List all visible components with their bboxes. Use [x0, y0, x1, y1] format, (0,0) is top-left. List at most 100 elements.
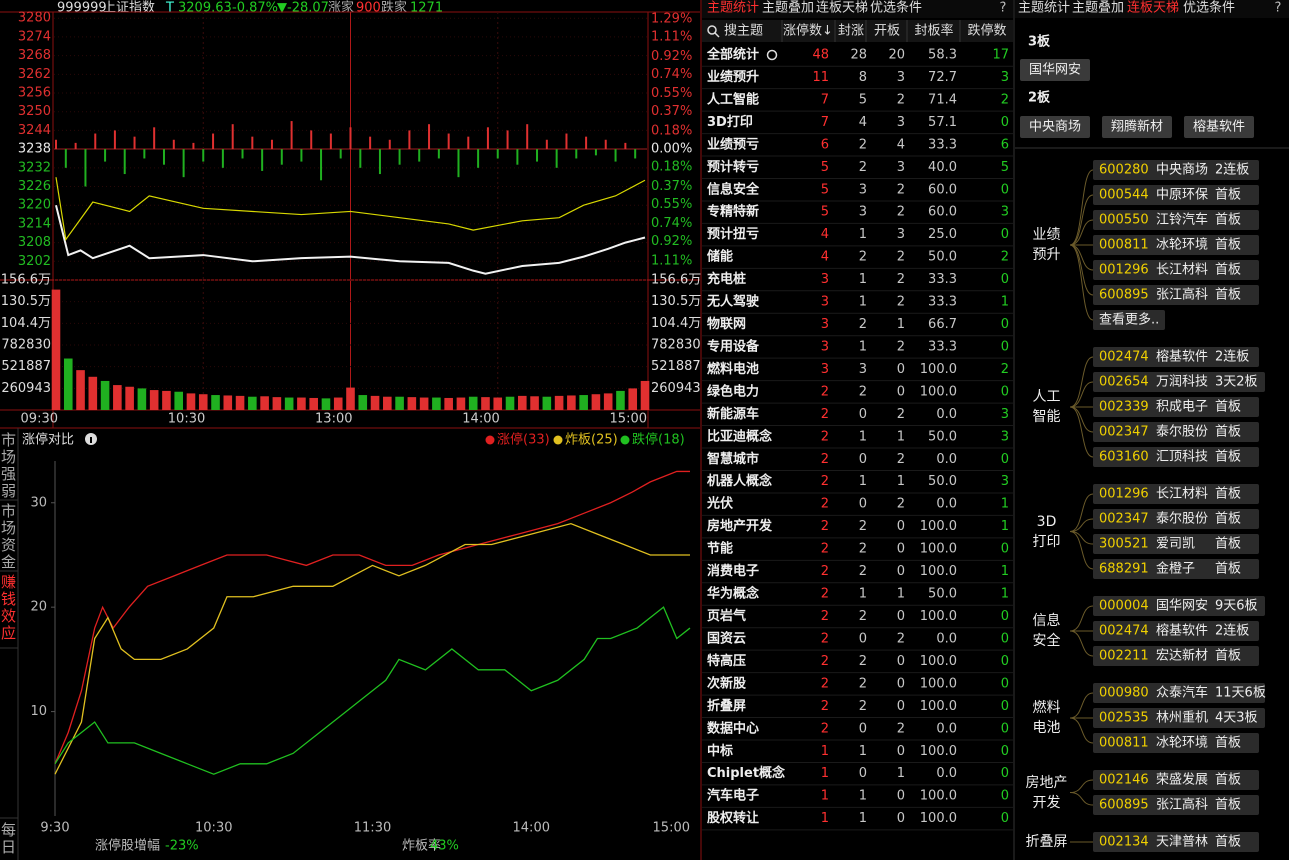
stock-item[interactable]: [1093, 422, 1259, 442]
volume-bar: [407, 397, 417, 410]
stock-item[interactable]: [1093, 285, 1259, 305]
side-tab[interactable]: 每日: [1, 821, 17, 856]
theme-name[interactable]: 房地产开发: [707, 518, 773, 534]
stock-item[interactable]: [1093, 733, 1259, 753]
theme-name[interactable]: 次新股: [707, 675, 746, 691]
theme-name[interactable]: 人工智能: [707, 91, 759, 107]
theme-name[interactable]: 特高压: [707, 653, 746, 669]
stock-button[interactable]: [1020, 116, 1090, 138]
stock-item[interactable]: [1093, 160, 1259, 180]
theme-name[interactable]: 物联网: [707, 316, 746, 332]
stock-item[interactable]: [1093, 795, 1259, 815]
limit-line: [54, 470, 690, 765]
theme-name[interactable]: 比亚迪概念: [707, 428, 772, 444]
stock-item[interactable]: [1093, 447, 1259, 467]
tab[interactable]: 主题统计: [1018, 1, 1070, 16]
stock-code: 001296: [1099, 487, 1149, 502]
theme-name[interactable]: 预计扭亏: [707, 226, 759, 242]
stock-button[interactable]: [1184, 116, 1254, 138]
stock-item[interactable]: [1093, 347, 1259, 367]
side-tab[interactable]: 市场强弱: [1, 431, 17, 500]
theme-name[interactable]: 消费电子: [707, 563, 759, 579]
theme-name[interactable]: 页岩气: [707, 608, 746, 624]
tree-branch: [1069, 493, 1094, 532]
stock-item[interactable]: [1093, 683, 1265, 703]
stock-item[interactable]: [1093, 559, 1259, 579]
cell: 1: [859, 744, 867, 759]
stock-item[interactable]: [1093, 372, 1265, 392]
stock-name: 榕基软件: [1156, 624, 1208, 639]
column-header[interactable]: 涨停数↓: [783, 23, 833, 39]
tab[interactable]: 主题叠加: [1072, 1, 1124, 16]
stock-item[interactable]: [1093, 832, 1259, 852]
side-tab[interactable]: 市场资金: [1, 502, 17, 571]
board-count: 首板: [1215, 736, 1241, 751]
theme-name[interactable]: 新能源车: [707, 406, 759, 422]
theme-name[interactable]: 国资云: [707, 630, 746, 646]
tab[interactable]: 优选条件: [1183, 0, 1235, 16]
theme-name[interactable]: 节能: [707, 541, 733, 557]
cell: 1: [859, 339, 867, 354]
stock-button[interactable]: [1102, 116, 1172, 138]
theme-name[interactable]: 燃料电池: [707, 361, 759, 377]
theme-name[interactable]: 业绩预升: [707, 69, 759, 85]
stock-item[interactable]: [1093, 509, 1259, 529]
stock-item[interactable]: [1093, 708, 1265, 728]
more-button[interactable]: [1093, 310, 1165, 330]
stock-button-label: 翔腾新材: [1111, 119, 1163, 135]
theme-name[interactable]: 业绩预亏: [707, 136, 759, 152]
stock-item[interactable]: [1093, 235, 1259, 255]
stock-item[interactable]: [1093, 646, 1259, 666]
theme-name[interactable]: 3D打印: [707, 114, 753, 130]
stock-item[interactable]: [1093, 770, 1259, 790]
theme-name[interactable]: 机器人概念: [707, 473, 772, 489]
tab[interactable]: 连板天梯: [1127, 0, 1179, 16]
theme-name[interactable]: 信息安全: [707, 181, 760, 197]
theme-name[interactable]: 汽车电子: [707, 788, 759, 804]
search-box[interactable]: 搜主题: [724, 24, 763, 39]
theme-name[interactable]: 华为概念: [707, 586, 759, 602]
header-down-label: 跌家: [381, 0, 407, 16]
theme-name[interactable]: 无人驾驶: [706, 294, 759, 310]
tab[interactable]: 连板天梯: [816, 0, 868, 16]
help-icon[interactable]: ?: [1275, 1, 1282, 16]
stock-item[interactable]: [1093, 210, 1259, 230]
theme-name[interactable]: 折叠屏: [707, 698, 746, 714]
stock-item[interactable]: [1093, 534, 1259, 554]
theme-name[interactable]: 专精特新: [707, 204, 759, 220]
theme-name[interactable]: 充电桩: [707, 271, 746, 287]
stock-item[interactable]: [1093, 621, 1259, 641]
cell: 1: [859, 429, 867, 444]
column-header[interactable]: 开板: [874, 24, 900, 39]
column-header[interactable]: 封板率: [914, 23, 953, 39]
cell: 1: [821, 744, 829, 759]
theme-name[interactable]: 全部统计: [706, 47, 759, 63]
theme-name[interactable]: Chiplet概念: [707, 765, 785, 781]
stock-item[interactable]: [1093, 260, 1259, 280]
column-header[interactable]: 封涨: [838, 24, 864, 39]
help-icon[interactable]: ?: [1000, 1, 1007, 16]
theme-name[interactable]: 专用设备: [707, 338, 760, 354]
stock-button[interactable]: [1020, 59, 1090, 81]
stock-item[interactable]: [1093, 484, 1259, 504]
stock-name: 中央商场: [1156, 163, 1208, 178]
theme-name[interactable]: 股权转让: [707, 810, 759, 826]
x-tick-label: 15:00: [610, 412, 647, 427]
tab[interactable]: 主题统计: [707, 1, 759, 16]
theme-name[interactable]: 智慧城市: [707, 451, 759, 467]
stock-item[interactable]: [1093, 185, 1259, 205]
theme-name[interactable]: 预计转亏: [707, 159, 759, 175]
stock-item[interactable]: [1093, 596, 1265, 616]
tab[interactable]: 优选条件: [870, 0, 922, 16]
legend-label: 跌停(18): [632, 432, 685, 448]
board-count: 首板: [1215, 238, 1241, 253]
tab[interactable]: 主题叠加: [762, 1, 814, 16]
theme-name[interactable]: 储能: [706, 249, 733, 265]
column-header[interactable]: 跌停数: [967, 23, 1006, 39]
stock-item[interactable]: [1093, 397, 1259, 417]
theme-name[interactable]: 中标: [707, 743, 733, 759]
theme-name[interactable]: 绿色电力: [707, 383, 759, 399]
theme-name[interactable]: 光伏: [706, 496, 733, 512]
side-tab[interactable]: 赚钱效应: [1, 573, 17, 642]
theme-name[interactable]: 数据中心: [707, 720, 759, 736]
